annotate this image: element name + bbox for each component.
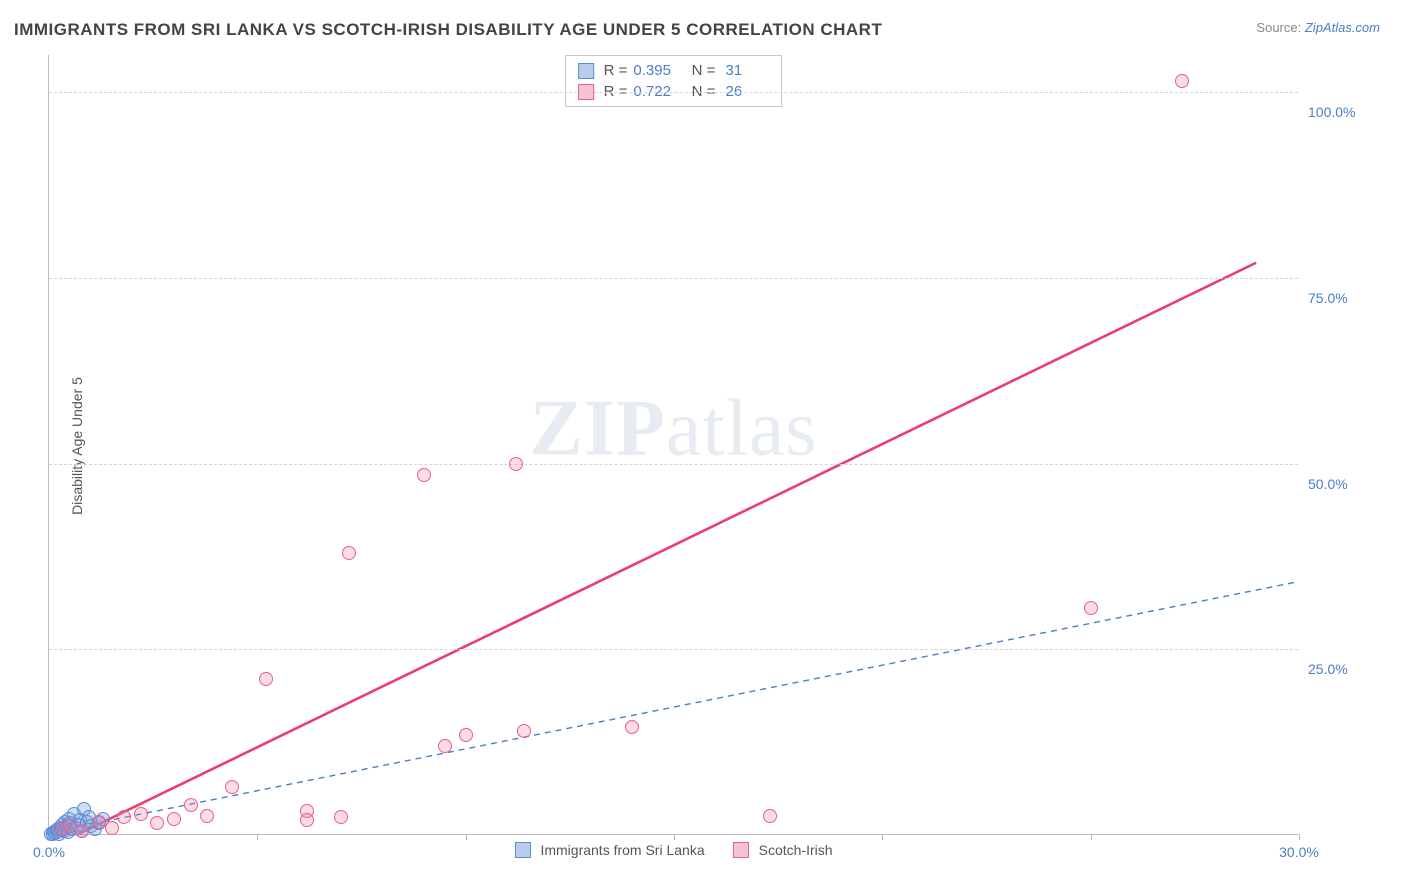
series-swatch [578, 63, 594, 79]
source-label: Source: [1256, 20, 1301, 35]
stat-r-label: R = [604, 62, 628, 79]
legend-label: Scotch-Irish [759, 842, 833, 858]
chart-plot-area: ZIPatlas R =0.395 N = 31R =0.722 N = 26 … [48, 55, 1298, 835]
source-link[interactable]: ZipAtlas.com [1305, 20, 1380, 35]
data-point [184, 798, 198, 812]
data-point [625, 720, 639, 734]
y-tick-label: 100.0% [1308, 104, 1378, 120]
y-tick-label: 25.0% [1308, 661, 1378, 677]
x-tick [882, 834, 883, 840]
legend-item: Scotch-Irish [733, 842, 833, 858]
stat-n-value: 31 [721, 62, 769, 79]
x-tick-label: 30.0% [1279, 844, 1319, 860]
data-point [75, 824, 89, 838]
data-point [342, 546, 356, 560]
data-point [200, 809, 214, 823]
data-point [1175, 74, 1189, 88]
data-point [167, 812, 181, 826]
chart-svg-layer [49, 55, 1298, 834]
data-point [417, 468, 431, 482]
gridline-horizontal [49, 649, 1298, 650]
legend-swatch [733, 842, 749, 858]
stats-row: R = 0.395 N = 31 [578, 60, 770, 81]
data-point [438, 739, 452, 753]
x-tick [1091, 834, 1092, 840]
series-legend: Immigrants from Sri Lanka Scotch-Irish [514, 842, 832, 858]
legend-item: Immigrants from Sri Lanka [514, 842, 704, 858]
x-tick [674, 834, 675, 840]
data-point [117, 810, 131, 824]
gridline-horizontal [49, 92, 1298, 93]
data-point [334, 810, 348, 824]
stat-r-value: 0.395 [633, 62, 681, 79]
data-point [150, 816, 164, 830]
legend-label: Immigrants from Sri Lanka [540, 842, 704, 858]
data-point [300, 813, 314, 827]
data-point [763, 809, 777, 823]
data-point [1084, 601, 1098, 615]
x-tick [1299, 834, 1300, 840]
data-point [459, 728, 473, 742]
x-tick-label: 0.0% [33, 844, 65, 860]
y-tick-label: 75.0% [1308, 290, 1378, 306]
gridline-horizontal [49, 278, 1298, 279]
data-point [134, 807, 148, 821]
trend-line [78, 263, 1256, 834]
data-point [259, 672, 273, 686]
trend-line [49, 582, 1297, 833]
chart-title: IMMIGRANTS FROM SRI LANKA VS SCOTCH-IRIS… [14, 20, 882, 40]
y-tick-label: 50.0% [1308, 476, 1378, 492]
source-attribution: Source: ZipAtlas.com [1256, 20, 1380, 35]
stat-n-label: N = [687, 62, 715, 79]
gridline-horizontal [49, 464, 1298, 465]
stats-legend-box: R =0.395 N = 31R =0.722 N = 26 [565, 55, 783, 107]
x-tick [257, 834, 258, 840]
data-point [105, 821, 119, 835]
data-point [225, 780, 239, 794]
data-point [509, 457, 523, 471]
legend-swatch [514, 842, 530, 858]
x-tick [466, 834, 467, 840]
data-point [517, 724, 531, 738]
